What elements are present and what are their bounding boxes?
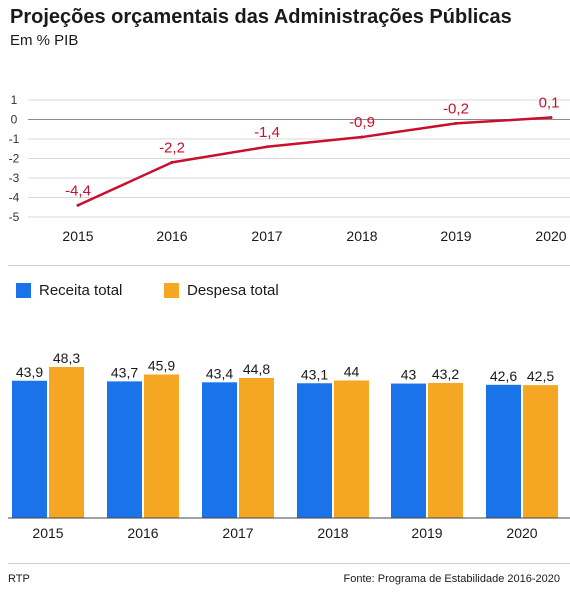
bar-receita	[486, 384, 521, 518]
footer-divider	[8, 563, 570, 564]
bar-despesa	[144, 374, 179, 518]
bar-value-label: 42,6	[490, 368, 517, 384]
bar-value-label: 44,8	[243, 361, 270, 377]
y-tick-label: -1	[9, 132, 20, 146]
legend-swatch-receita	[16, 283, 31, 298]
bar-receita	[297, 383, 332, 518]
bar-despesa	[334, 380, 369, 518]
x-tick-label: 2018	[346, 228, 377, 244]
bar-receita	[202, 382, 237, 518]
bar-value-label: 44	[344, 363, 360, 379]
bar-value-label: 43,4	[206, 365, 233, 381]
chart-title: Projeções orçamentais das Administrações…	[10, 6, 512, 28]
source-text: Fonte: Programa de Estabilidade 2016-202…	[343, 573, 560, 585]
x-category-label: 2017	[222, 525, 253, 541]
x-category-label: 2015	[32, 525, 63, 541]
data-point	[454, 121, 458, 125]
y-tick-label: -2	[9, 152, 20, 166]
data-point	[360, 135, 364, 139]
legend-label-receita: Receita total	[39, 282, 123, 299]
data-label: -0,9	[349, 114, 375, 131]
bar-value-label: 48,3	[53, 350, 80, 366]
legend-label-despesa: Despesa total	[187, 282, 279, 299]
legend-item-receita: Receita total	[16, 282, 122, 299]
bar-value-label: 43,2	[432, 366, 459, 382]
data-label: -1,4	[254, 124, 280, 141]
y-tick-label: -5	[9, 210, 20, 224]
series-line	[77, 116, 552, 207]
x-tick-label: 2020	[535, 228, 566, 244]
bar-value-label: 45,9	[148, 358, 175, 374]
bar-despesa	[239, 377, 274, 518]
chart-subtitle: Em % PIB	[10, 32, 79, 49]
data-label: -4,4	[65, 182, 91, 199]
legend-item-despesa: Despesa total	[164, 282, 279, 299]
y-tick-label: -4	[9, 191, 20, 205]
data-point	[265, 145, 269, 149]
bar-value-label: 43	[401, 367, 417, 383]
data-label: -0,2	[443, 100, 469, 117]
y-tick-label: -3	[9, 171, 20, 185]
x-tick-label: 2015	[62, 228, 93, 244]
x-tick-label: 2016	[156, 228, 187, 244]
credit-text: RTP	[8, 573, 30, 585]
y-tick-label: 0	[11, 113, 18, 127]
bar-despesa	[428, 382, 463, 518]
data-label: 0,1	[539, 95, 560, 112]
x-tick-label: 2019	[440, 228, 471, 244]
bar-despesa	[523, 385, 558, 518]
bar-value-label: 43,9	[16, 364, 43, 380]
x-tick-label: 2017	[251, 228, 282, 244]
bar-receita	[391, 383, 426, 518]
data-point	[170, 160, 174, 164]
data-point	[76, 203, 80, 207]
x-category-label: 2018	[317, 525, 348, 541]
legend-swatch-despesa	[164, 283, 179, 298]
bar-value-label: 42,5	[527, 368, 554, 384]
y-tick-label: 1	[11, 93, 18, 107]
data-label: -2,2	[159, 139, 185, 156]
bar-receita	[12, 380, 47, 518]
x-category-label: 2016	[127, 525, 158, 541]
bar-receita	[107, 381, 142, 518]
x-category-label: 2020	[506, 525, 537, 541]
x-category-label: 2019	[411, 525, 442, 541]
bar-despesa	[49, 367, 84, 518]
section-divider	[8, 265, 570, 266]
bar-value-label: 43,1	[301, 366, 328, 382]
bar-value-label: 43,7	[111, 364, 138, 380]
data-point	[549, 116, 553, 120]
